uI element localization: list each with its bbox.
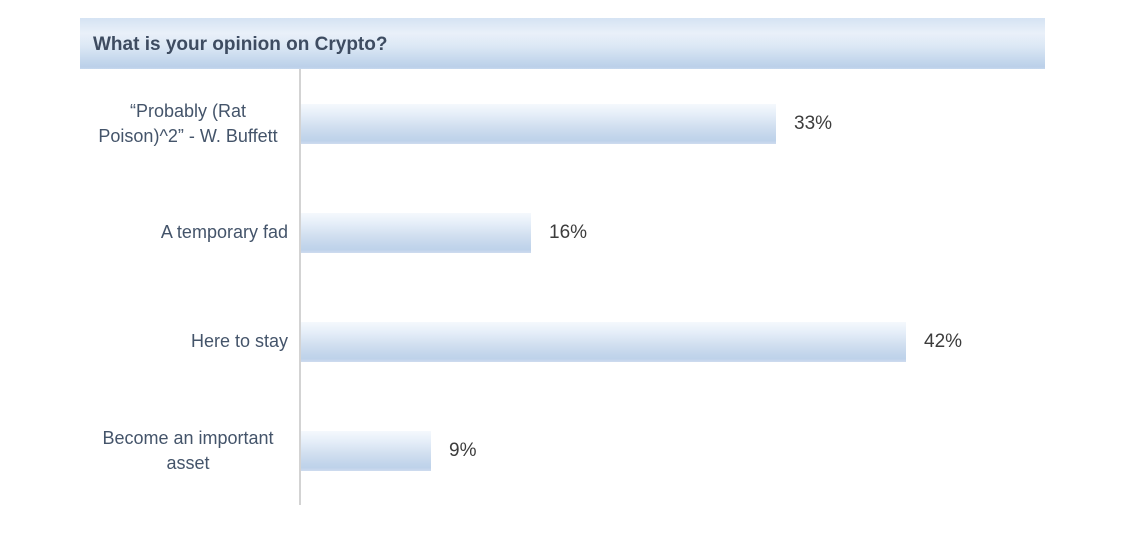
- bar: [301, 103, 776, 144]
- category-label-cell: Become an important asset: [80, 426, 301, 476]
- category-label: Here to stay: [190, 331, 288, 351]
- bar: [301, 212, 531, 253]
- chart-row: “Probably (Rat Poison)^2” - W. Buffett 33…: [80, 69, 1124, 178]
- chart-title-band: What is your opinion on Crypto?: [80, 18, 1045, 69]
- value-label: 33%: [794, 112, 833, 134]
- category-label-cell: Here to stay: [80, 329, 301, 354]
- category-label-cell: A temporary fad: [80, 220, 301, 245]
- category-label-cell: “Probably (Rat Poison)^2” - W. Buffett: [80, 99, 301, 149]
- chart-title: What is your opinion on Crypto?: [93, 33, 388, 55]
- category-label: Become an important asset: [102, 427, 274, 473]
- value-label: 42%: [924, 330, 963, 352]
- y-axis-line: [299, 69, 301, 505]
- chart-rows: “Probably (Rat Poison)^2” - W. Buffett 33…: [80, 69, 1124, 505]
- category-label: “Probably (Rat Poison)^2” - W. Buffett: [98, 100, 278, 146]
- value-label: 9%: [449, 439, 477, 461]
- chart-row: A temporary fad 16%: [80, 178, 1124, 287]
- bar: [301, 430, 431, 471]
- bar: [301, 321, 906, 362]
- category-label: A temporary fad: [160, 222, 288, 242]
- value-label: 16%: [549, 221, 588, 243]
- chart-row: Here to stay 42%: [80, 287, 1124, 396]
- chart-row: Become an important asset 9%: [80, 396, 1124, 505]
